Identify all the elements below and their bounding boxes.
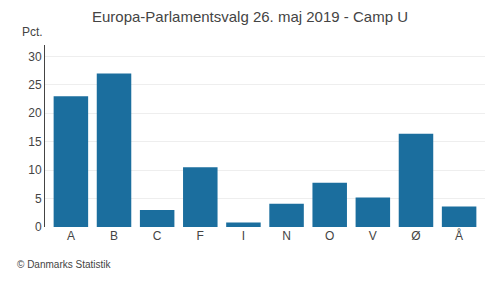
svg-text:20: 20 <box>28 106 42 120</box>
svg-text:C: C <box>153 229 162 243</box>
svg-text:25: 25 <box>28 78 42 92</box>
svg-text:10: 10 <box>28 163 42 177</box>
svg-text:Ø: Ø <box>411 229 420 243</box>
svg-text:A: A <box>67 229 75 243</box>
svg-text:B: B <box>110 229 118 243</box>
svg-text:I: I <box>242 229 245 243</box>
svg-text:© Danmarks Statistik: © Danmarks Statistik <box>17 259 112 270</box>
svg-text:Europa-Parlamentsvalg 26. maj: Europa-Parlamentsvalg 26. maj 2019 - Cam… <box>92 8 408 25</box>
svg-text:O: O <box>325 229 334 243</box>
svg-text:F: F <box>197 229 204 243</box>
svg-text:Å: Å <box>455 228 463 243</box>
svg-text:5: 5 <box>35 192 42 206</box>
svg-text:Pct.: Pct. <box>22 25 43 39</box>
svg-text:V: V <box>369 229 377 243</box>
svg-text:30: 30 <box>28 50 42 64</box>
svg-text:N: N <box>282 229 291 243</box>
svg-text:15: 15 <box>28 135 42 149</box>
svg-text:0: 0 <box>35 220 42 234</box>
